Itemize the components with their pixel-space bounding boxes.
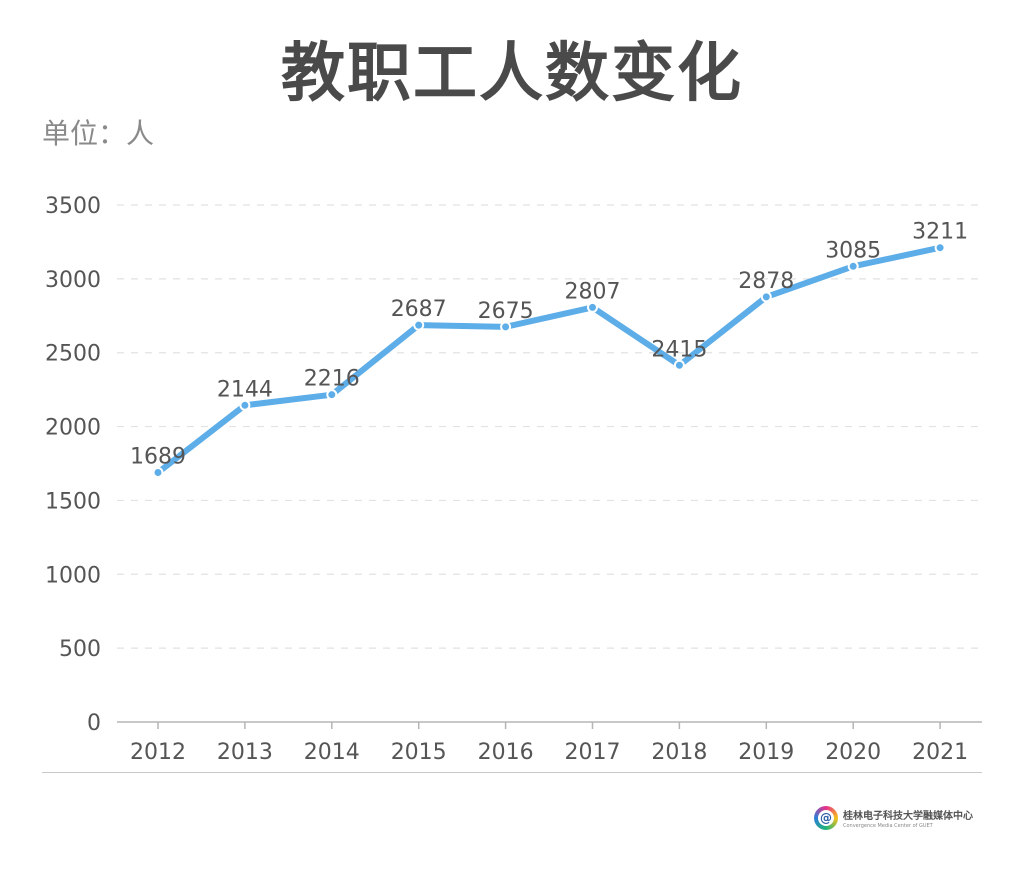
data-label: 1689 — [130, 445, 186, 470]
data-label: 2687 — [391, 297, 447, 322]
data-point — [934, 242, 946, 254]
y-tick-label: 3500 — [45, 194, 101, 219]
data-label: 3211 — [912, 220, 968, 245]
data-point — [587, 301, 598, 313]
x-tick-label: 2012 — [130, 740, 186, 765]
x-tick-label: 2016 — [478, 740, 534, 765]
y-tick-label: 1000 — [45, 563, 101, 588]
x-tick-label: 2021 — [912, 740, 968, 765]
data-label: 2807 — [565, 279, 621, 304]
data-point — [500, 321, 512, 333]
y-tick-label: 0 — [87, 711, 101, 736]
brand-logo-glyph: @ — [818, 810, 834, 826]
data-point — [760, 291, 772, 303]
y-axis-ticks: 0 500 1000 1500 2000 2500 3000 3500 — [45, 194, 101, 736]
unit-label: 单位：人 — [42, 117, 155, 150]
x-tick-label: 2020 — [825, 740, 881, 765]
y-tick-label: 1500 — [45, 489, 101, 514]
y-tick-label: 2000 — [45, 416, 101, 441]
data-point — [847, 260, 859, 272]
x-tick-label: 2017 — [565, 740, 621, 765]
series-polyline — [155, 244, 944, 476]
series-line — [155, 244, 944, 476]
data-point — [326, 389, 338, 401]
grid-lines — [117, 204, 982, 649]
chart-title: 教职工人数变化 — [281, 36, 743, 111]
brand-name: 桂林电子科技大学融媒体中心 — [843, 811, 973, 822]
brand-text: 桂林电子科技大学融媒体中心 Convergence Media Center o… — [843, 807, 973, 829]
data-label: 3085 — [825, 238, 881, 263]
data-point — [673, 359, 685, 371]
data-point — [413, 319, 425, 331]
data-label: 2216 — [304, 367, 360, 392]
x-tick-label: 2018 — [651, 740, 707, 765]
x-tick-label: 2019 — [738, 740, 794, 765]
brand-subtitle: Convergence Media Center of GUET — [843, 823, 933, 829]
x-tick-label: 2014 — [304, 740, 360, 765]
y-tick-label: 500 — [59, 637, 101, 662]
x-tick-label: 2015 — [391, 740, 447, 765]
y-tick-label: 2500 — [45, 342, 101, 367]
data-label: 2675 — [478, 299, 534, 324]
x-axis: 2012 2013 2014 2015 2016 2017 2018 2019 2020 2021 — [117, 721, 982, 765]
data-labels: 1689 2144 2216 2687 2675 2807 2415 2878 3085 3211 — [130, 220, 968, 470]
data-label: 2144 — [217, 377, 273, 402]
data-label: 2415 — [651, 337, 707, 362]
data-point — [239, 399, 251, 411]
footer-divider — [42, 772, 982, 773]
data-point — [152, 467, 164, 479]
x-tick-label: 2013 — [217, 740, 273, 765]
y-tick-label: 3000 — [45, 268, 101, 293]
data-points — [152, 242, 946, 479]
brand-watermark: @ 桂林电子科技大学融媒体中心 Convergence Media Center… — [814, 806, 973, 830]
data-label: 2878 — [738, 269, 794, 294]
brand-logo-icon: @ — [814, 806, 838, 830]
